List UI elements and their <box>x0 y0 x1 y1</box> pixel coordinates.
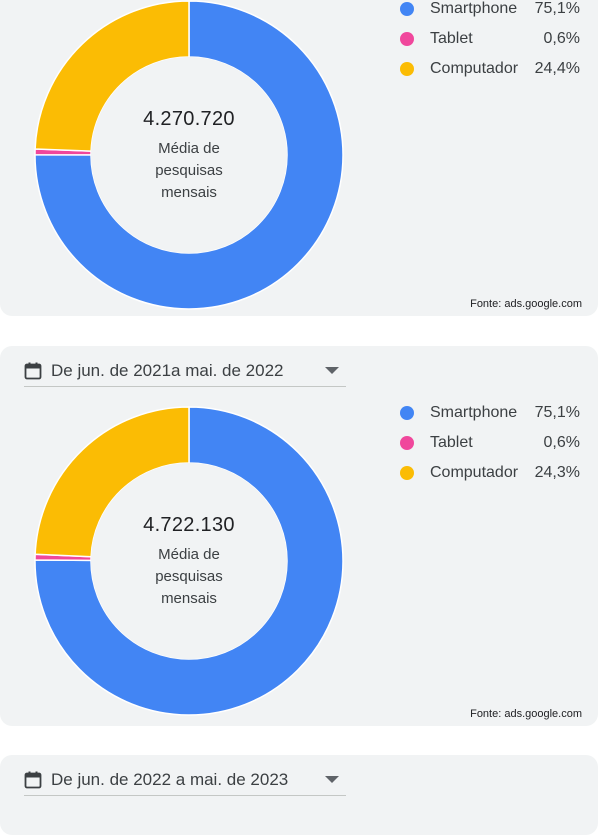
center-label-line-3: mensais <box>161 590 217 607</box>
source-caption: Fonte: ads.google.com <box>470 708 582 720</box>
legend-label: Smartphone <box>430 404 518 421</box>
chart-legend: Smartphone 75,1% Tablet 0,6% Computador … <box>400 0 580 84</box>
legend-item-smartphone[interactable]: Smartphone 75,1% <box>400 398 580 428</box>
legend-value: 24,3% <box>534 464 580 481</box>
date-range-selector[interactable]: De jun. de 2021a mai. de 2022 <box>24 356 346 387</box>
device-chart-card-3: De jun. de 2022 a mai. de 2023 <box>0 755 598 835</box>
smartphone-dot-icon <box>400 2 414 16</box>
total-searches-value: 4.722.130 <box>143 514 235 536</box>
center-label-line-2: pesquisas <box>155 162 223 179</box>
legend-value: 75,1% <box>534 404 580 421</box>
source-caption: Fonte: ads.google.com <box>470 298 582 310</box>
computer-dot-icon <box>400 466 414 480</box>
legend-value: 0,6% <box>543 30 580 47</box>
legend-item-tablet[interactable]: Tablet 0,6% <box>400 24 580 54</box>
center-label-line-3: mensais <box>161 184 217 201</box>
calendar-icon <box>24 771 42 789</box>
device-chart-card-1: 4.270.720 Média de pesquisas mensais Sma… <box>0 0 598 316</box>
legend-value: 0,6% <box>543 434 580 451</box>
legend-label: Tablet <box>430 30 473 47</box>
center-label-line-1: Média de <box>158 140 220 157</box>
date-range-label: De jun. de 2021a mai. de 2022 <box>51 361 284 380</box>
tablet-dot-icon <box>400 32 414 46</box>
legend-value: 24,4% <box>534 60 580 77</box>
device-chart-card-2: De jun. de 2021a mai. de 2022 4.722.130 … <box>0 346 598 726</box>
slice-computador[interactable] <box>34 0 190 152</box>
donut-chart: 4.722.130 Média de pesquisas mensais <box>34 406 344 716</box>
total-searches-value: 4.270.720 <box>143 108 235 130</box>
smartphone-dot-icon <box>400 406 414 420</box>
tablet-dot-icon <box>400 436 414 450</box>
date-range-selector[interactable]: De jun. de 2022 a mai. de 2023 <box>24 765 346 796</box>
donut-chart: 4.270.720 Média de pesquisas mensais <box>34 0 344 310</box>
legend-label: Computador <box>430 60 519 77</box>
caret-down-icon[interactable] <box>324 366 340 376</box>
date-range-label: De jun. de 2022 a mai. de 2023 <box>51 770 289 789</box>
legend-value: 75,1% <box>534 0 580 17</box>
legend-item-tablet[interactable]: Tablet 0,6% <box>400 428 580 458</box>
legend-label: Smartphone <box>430 0 518 17</box>
legend-label: Computador <box>430 464 519 481</box>
legend-item-smartphone[interactable]: Smartphone 75,1% <box>400 0 580 24</box>
legend-label: Tablet <box>430 434 473 451</box>
computer-dot-icon <box>400 62 414 76</box>
center-label-line-1: Média de <box>158 546 220 563</box>
donut-hole <box>91 57 287 253</box>
chart-legend: Smartphone 75,1% Tablet 0,6% Computador … <box>400 398 580 488</box>
donut-hole <box>91 463 287 659</box>
legend-item-computer[interactable]: Computador 24,4% <box>400 54 580 84</box>
center-label-line-2: pesquisas <box>155 568 223 585</box>
calendar-icon <box>24 362 42 380</box>
legend-item-computer[interactable]: Computador 24,3% <box>400 458 580 488</box>
caret-down-icon[interactable] <box>324 775 340 785</box>
